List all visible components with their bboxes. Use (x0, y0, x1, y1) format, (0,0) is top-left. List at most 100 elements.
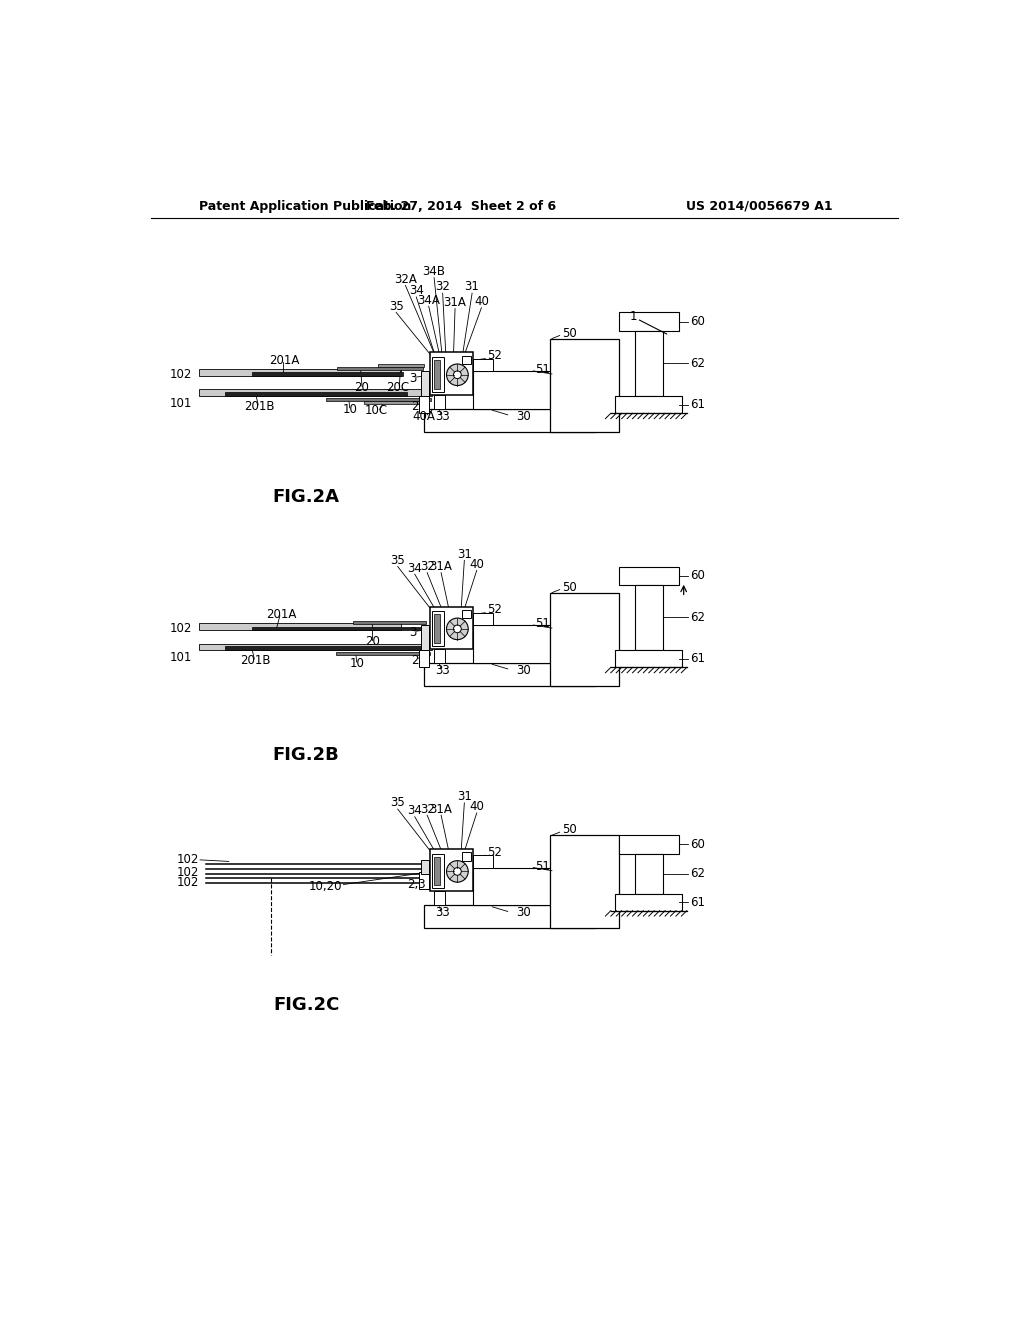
Text: 30: 30 (516, 907, 530, 920)
Text: 60: 60 (690, 838, 705, 851)
Bar (434, 614, 440, 643)
Text: 3: 3 (410, 626, 417, 639)
Text: 32A: 32A (394, 273, 417, 286)
Text: 34: 34 (409, 284, 424, 297)
Text: 62: 62 (690, 611, 705, 624)
Text: 34: 34 (408, 561, 422, 574)
Text: 60: 60 (690, 315, 705, 329)
Bar (200, 389, 432, 396)
Text: 101: 101 (170, 651, 193, 664)
Bar (615, 894, 682, 911)
Text: 102: 102 (170, 622, 193, 635)
Bar (434, 891, 445, 906)
Bar (252, 372, 403, 376)
Text: 60: 60 (690, 569, 705, 582)
Text: 33: 33 (435, 409, 450, 422)
Text: 62: 62 (690, 867, 705, 880)
Text: 101: 101 (170, 397, 193, 409)
Bar (225, 645, 426, 649)
Text: 35: 35 (389, 300, 403, 313)
Bar (618, 836, 679, 854)
Bar (421, 626, 429, 651)
Bar (337, 367, 423, 370)
Text: 30: 30 (516, 664, 530, 677)
Text: US 2014/0056679 A1: US 2014/0056679 A1 (686, 199, 833, 213)
Bar (550, 339, 618, 432)
Text: 2: 2 (411, 400, 419, 413)
Bar (419, 651, 429, 668)
Text: 61: 61 (690, 652, 705, 665)
Text: 102: 102 (177, 876, 200, 890)
Bar (424, 663, 595, 686)
Bar (252, 627, 423, 631)
Text: 1: 1 (630, 310, 637, 323)
Bar (550, 593, 618, 686)
Text: 201B: 201B (245, 400, 274, 413)
Bar (225, 392, 407, 396)
Bar (473, 359, 493, 371)
Bar (473, 371, 550, 409)
Text: 2,3: 2,3 (407, 878, 426, 891)
Text: 61: 61 (690, 399, 705, 412)
Text: 2: 2 (411, 653, 419, 667)
Text: 30: 30 (516, 409, 530, 422)
Text: 51: 51 (535, 363, 550, 376)
Bar (550, 836, 618, 928)
Text: 35: 35 (390, 796, 406, 809)
Bar (618, 566, 679, 585)
Bar (200, 370, 400, 376)
Text: 33: 33 (435, 907, 450, 920)
Bar (421, 859, 429, 874)
Text: 20: 20 (354, 381, 370, 395)
Text: 62: 62 (690, 356, 705, 370)
Text: 10C: 10C (365, 404, 387, 417)
Text: 31: 31 (465, 280, 479, 293)
Bar (615, 651, 682, 668)
Bar (473, 867, 550, 906)
Bar (635, 585, 663, 651)
Bar (364, 401, 426, 404)
Bar (618, 313, 679, 331)
Bar (421, 371, 429, 397)
Bar (434, 360, 440, 388)
Bar (352, 622, 426, 624)
Bar (635, 331, 663, 396)
Text: 31A: 31A (443, 296, 467, 309)
Bar (432, 611, 444, 645)
Bar (200, 644, 432, 649)
Bar (432, 358, 444, 392)
Text: 50: 50 (562, 824, 577, 837)
Bar (378, 364, 424, 367)
Bar (473, 612, 493, 626)
Text: FIG.2B: FIG.2B (272, 746, 340, 764)
Text: 32: 32 (435, 280, 451, 293)
Bar (430, 849, 473, 891)
Text: 40A: 40A (413, 409, 435, 422)
Text: 10: 10 (349, 657, 365, 671)
Text: 40: 40 (469, 557, 484, 570)
Text: 201B: 201B (241, 653, 271, 667)
Bar (432, 854, 444, 888)
Circle shape (446, 861, 468, 882)
Bar (462, 853, 471, 861)
Text: 31: 31 (457, 791, 472, 804)
Text: 201A: 201A (266, 607, 296, 620)
Text: 32: 32 (420, 803, 434, 816)
Text: 35: 35 (390, 554, 406, 566)
Text: 52: 52 (486, 603, 502, 616)
Text: 20C: 20C (386, 381, 410, 395)
Bar (424, 906, 595, 928)
Text: Patent Application Publication: Patent Application Publication (200, 199, 412, 213)
Bar (424, 409, 595, 432)
Text: 52: 52 (486, 846, 502, 859)
Bar (419, 873, 429, 890)
Circle shape (454, 867, 461, 875)
Text: 20: 20 (365, 635, 380, 648)
Text: 52: 52 (486, 348, 502, 362)
Text: 34B: 34B (423, 265, 445, 279)
Circle shape (454, 626, 461, 632)
Text: 40: 40 (474, 296, 488, 308)
Text: 50: 50 (562, 581, 577, 594)
Bar (615, 396, 682, 413)
Text: 10: 10 (342, 403, 357, 416)
